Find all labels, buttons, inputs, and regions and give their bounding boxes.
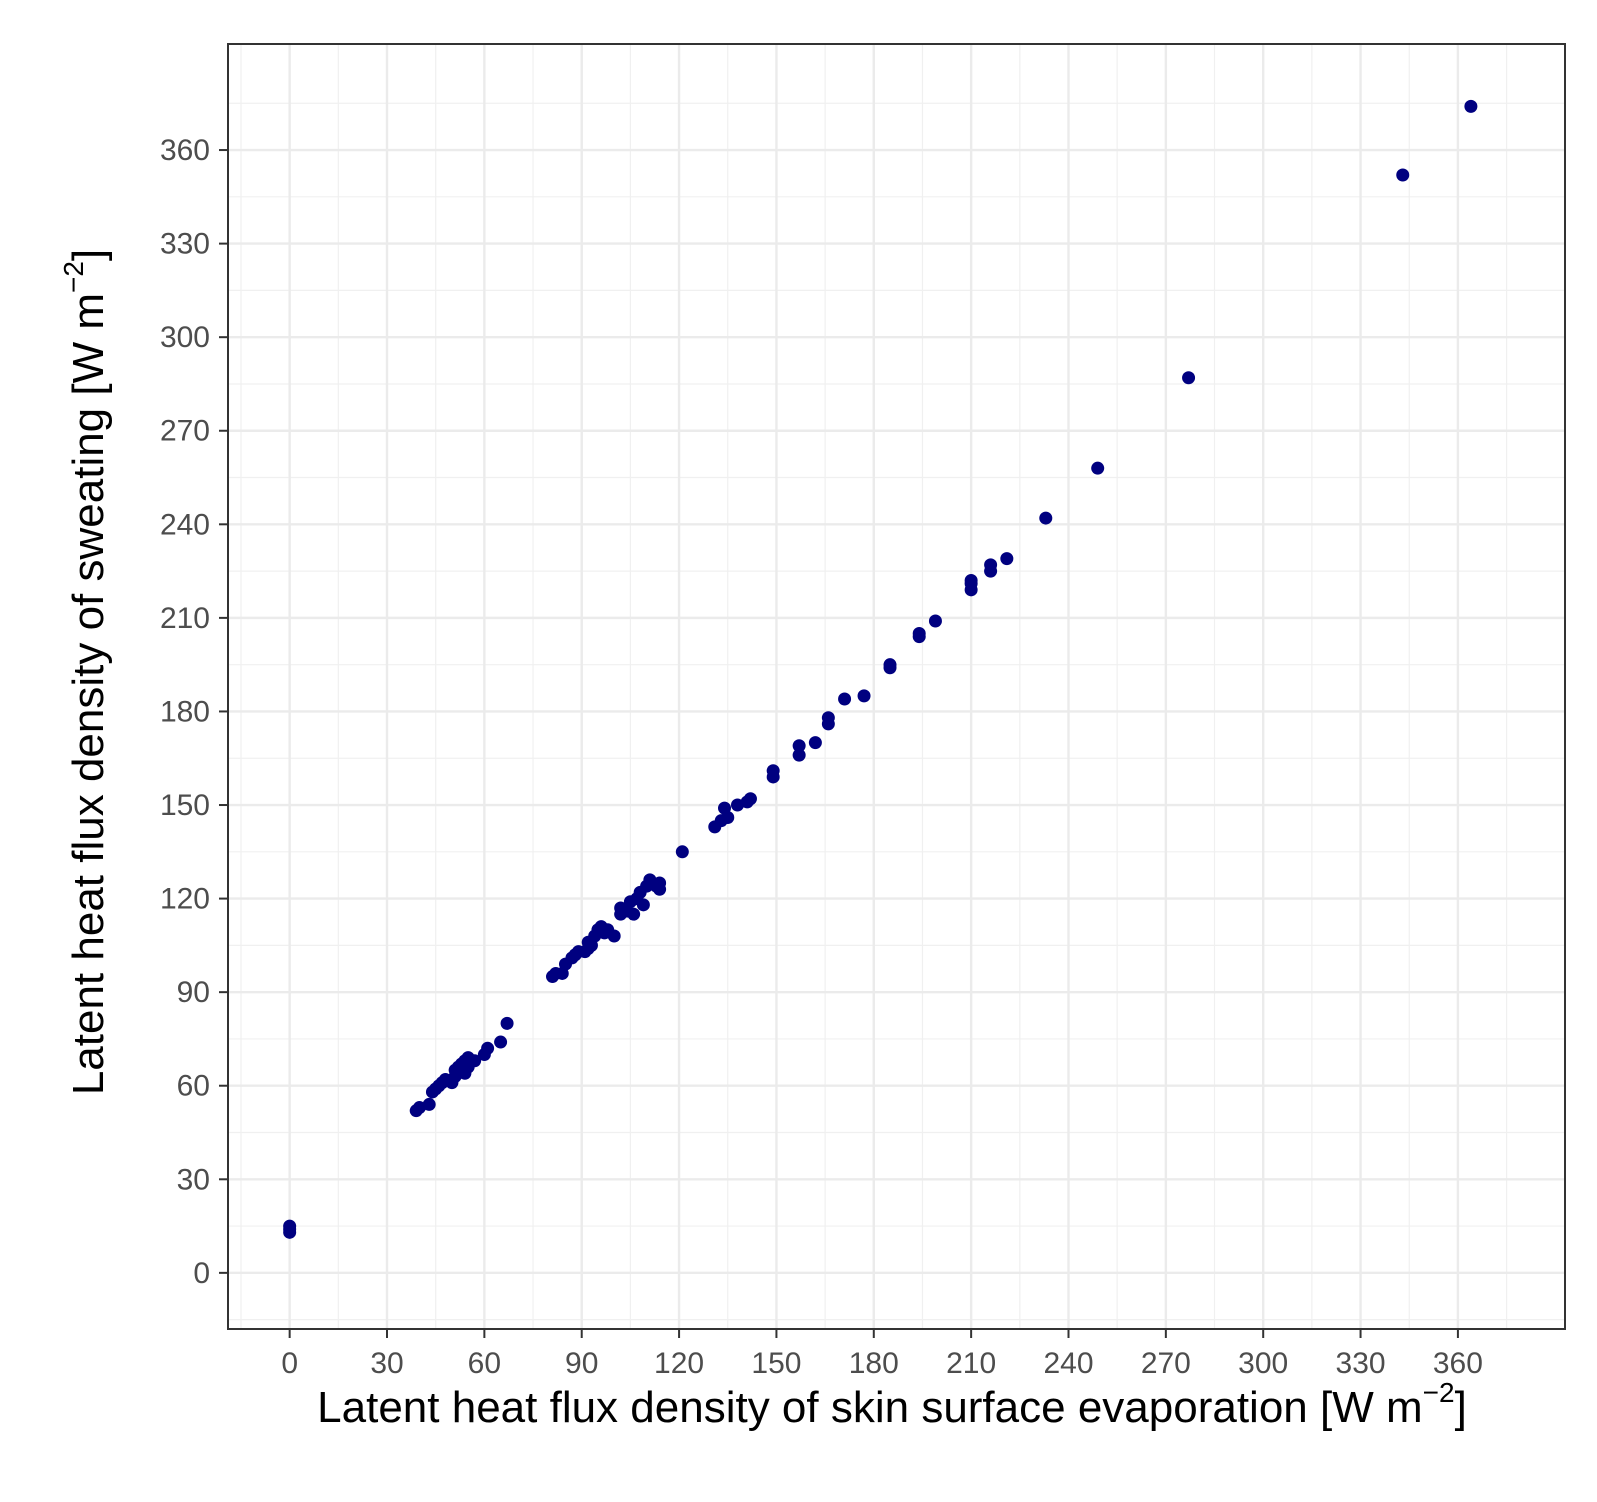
data-point <box>422 1097 436 1111</box>
y-tick-label: 60 <box>177 1070 210 1103</box>
data-point <box>653 876 667 890</box>
data-point <box>1182 371 1196 385</box>
y-tick-label: 210 <box>160 602 210 635</box>
y-axis-title: Latent heat flux density of sweating [W … <box>58 249 113 1095</box>
plot-border <box>227 43 1566 1330</box>
data-point <box>838 692 852 706</box>
major-gridlines <box>228 44 1565 1329</box>
data-point <box>494 1035 508 1049</box>
y-tick-label: 300 <box>160 321 210 354</box>
y-axis-title-superscript: −2 <box>58 261 89 293</box>
data-point <box>636 898 650 912</box>
y-axis-title-end: ] <box>64 249 113 261</box>
y-tick-label: 360 <box>160 134 210 167</box>
plot-panel <box>228 44 1565 1329</box>
data-point <box>964 573 978 587</box>
data-point <box>1091 461 1105 475</box>
data-point <box>857 689 871 703</box>
data-point <box>1039 511 1053 525</box>
x-tick-label: 180 <box>849 1347 899 1380</box>
data-point <box>792 739 806 753</box>
data-point <box>821 711 835 725</box>
y-tick-label: 30 <box>177 1163 210 1196</box>
x-tick-label: 300 <box>1238 1347 1288 1380</box>
x-axis-title-superscript: −2 <box>1423 1377 1455 1408</box>
x-tick-label: 60 <box>468 1347 501 1380</box>
x-tick-label: 330 <box>1336 1347 1386 1380</box>
data-point <box>984 558 998 572</box>
y-tick-label: 180 <box>160 695 210 728</box>
y-tick-label: 150 <box>160 789 210 822</box>
x-tick-label: 0 <box>281 1347 298 1380</box>
data-point <box>1464 99 1478 113</box>
y-tick-label: 0 <box>193 1257 210 1290</box>
data-point <box>928 614 942 628</box>
y-tick-label: 330 <box>160 228 210 261</box>
x-tick-label: 150 <box>751 1347 801 1380</box>
y-tick-label: 240 <box>160 508 210 541</box>
x-axis-title-text: Latent heat flux density of skin surface… <box>317 1383 1422 1432</box>
data-point <box>500 1016 514 1030</box>
data-point <box>1396 168 1410 182</box>
x-tick-label: 120 <box>654 1347 704 1380</box>
data-point <box>743 792 757 806</box>
y-tick-label: 270 <box>160 415 210 448</box>
x-tick-label: 240 <box>1043 1347 1093 1380</box>
x-tick-label: 30 <box>370 1347 403 1380</box>
x-tick-label: 210 <box>946 1347 996 1380</box>
data-point <box>607 929 621 943</box>
data-point <box>1000 552 1014 566</box>
x-axis-ticks: 0 30 60 90 120 150 180 210 240 270 300 330 360 <box>281 1329 1483 1380</box>
x-axis-title-end: ] <box>1455 1383 1467 1432</box>
data-point <box>766 764 780 778</box>
data-point <box>808 736 822 750</box>
x-tick-label: 90 <box>565 1347 598 1380</box>
y-tick-label: 90 <box>177 976 210 1009</box>
data-point <box>627 907 641 921</box>
y-tick-label: 120 <box>160 883 210 916</box>
data-point <box>721 810 735 824</box>
y-axis-ticks: 0 30 60 90 120 150 180 210 240 270 300 330 360 <box>160 134 228 1290</box>
x-tick-label: 360 <box>1433 1347 1483 1380</box>
data-point <box>481 1041 495 1055</box>
data-points <box>283 99 1478 1239</box>
data-point <box>912 626 926 640</box>
data-point <box>468 1054 482 1068</box>
data-point <box>883 658 897 672</box>
data-point <box>283 1219 297 1233</box>
y-axis-title-text: Latent heat flux density of sweating [W … <box>64 293 113 1095</box>
x-tick-label: 270 <box>1141 1347 1191 1380</box>
x-axis-title: Latent heat flux density of skin surface… <box>317 1377 1467 1432</box>
data-point <box>675 845 689 859</box>
data-point <box>792 748 806 762</box>
